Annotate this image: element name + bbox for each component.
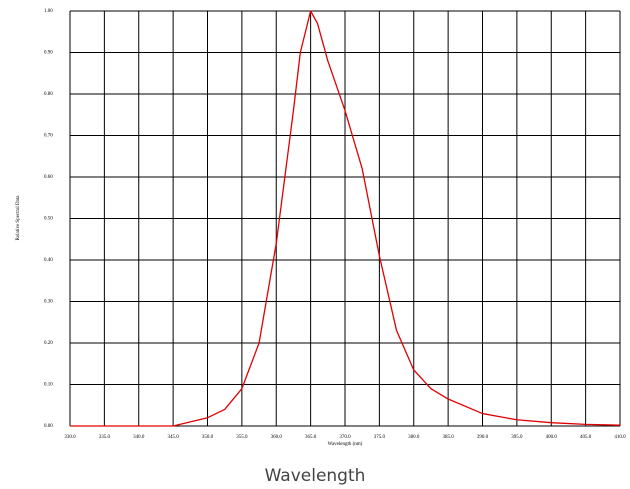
- y-tick-label: 0.20: [44, 341, 53, 346]
- y-tick-label: 0.30: [44, 300, 53, 305]
- x-axis-label: Wavelength (nm): [328, 442, 363, 447]
- y-tick-label: 0.90: [44, 51, 53, 56]
- y-tick-label: 0.70: [44, 134, 53, 139]
- y-axis-label: Relative Spectral Data: [16, 195, 21, 241]
- x-tick-label: 330.0: [64, 435, 76, 440]
- y-tick-label: 0.60: [44, 175, 53, 180]
- x-tick-label: 380.0: [408, 435, 420, 440]
- x-tick-label: 350.0: [202, 435, 214, 440]
- line: [70, 10, 621, 427]
- x-tick-label: 335.0: [99, 435, 111, 440]
- x-tick-label: 360.0: [271, 435, 283, 440]
- y-tick-label: 1.00: [44, 9, 53, 14]
- x-tick-label: 400.0: [546, 435, 558, 440]
- x-tick-label: 395.0: [511, 435, 523, 440]
- x-tick-label: 390.0: [477, 435, 489, 440]
- x-tick-label: 405.0: [580, 435, 592, 440]
- y-tick-label: 0.40: [44, 258, 53, 263]
- y-tick-label: 0.00: [44, 424, 53, 429]
- x-tick-label: 355.0: [236, 435, 248, 440]
- y-tick-label: 0.80: [44, 92, 53, 97]
- x-tick-label: 365.0: [305, 435, 317, 440]
- x-tick-label: 345.0: [168, 435, 180, 440]
- x-tick-label: 385.0: [443, 435, 455, 440]
- x-tick-label: 340.0: [133, 435, 145, 440]
- x-tick-label: 370.0: [339, 435, 351, 440]
- y-tick-label: 0.50: [44, 217, 53, 222]
- y-tick-label: 0.10: [44, 383, 53, 388]
- caption: Wavelength: [265, 466, 366, 486]
- x-tick-label: 375.0: [374, 435, 386, 440]
- x-tick-label: 410.0: [614, 435, 626, 440]
